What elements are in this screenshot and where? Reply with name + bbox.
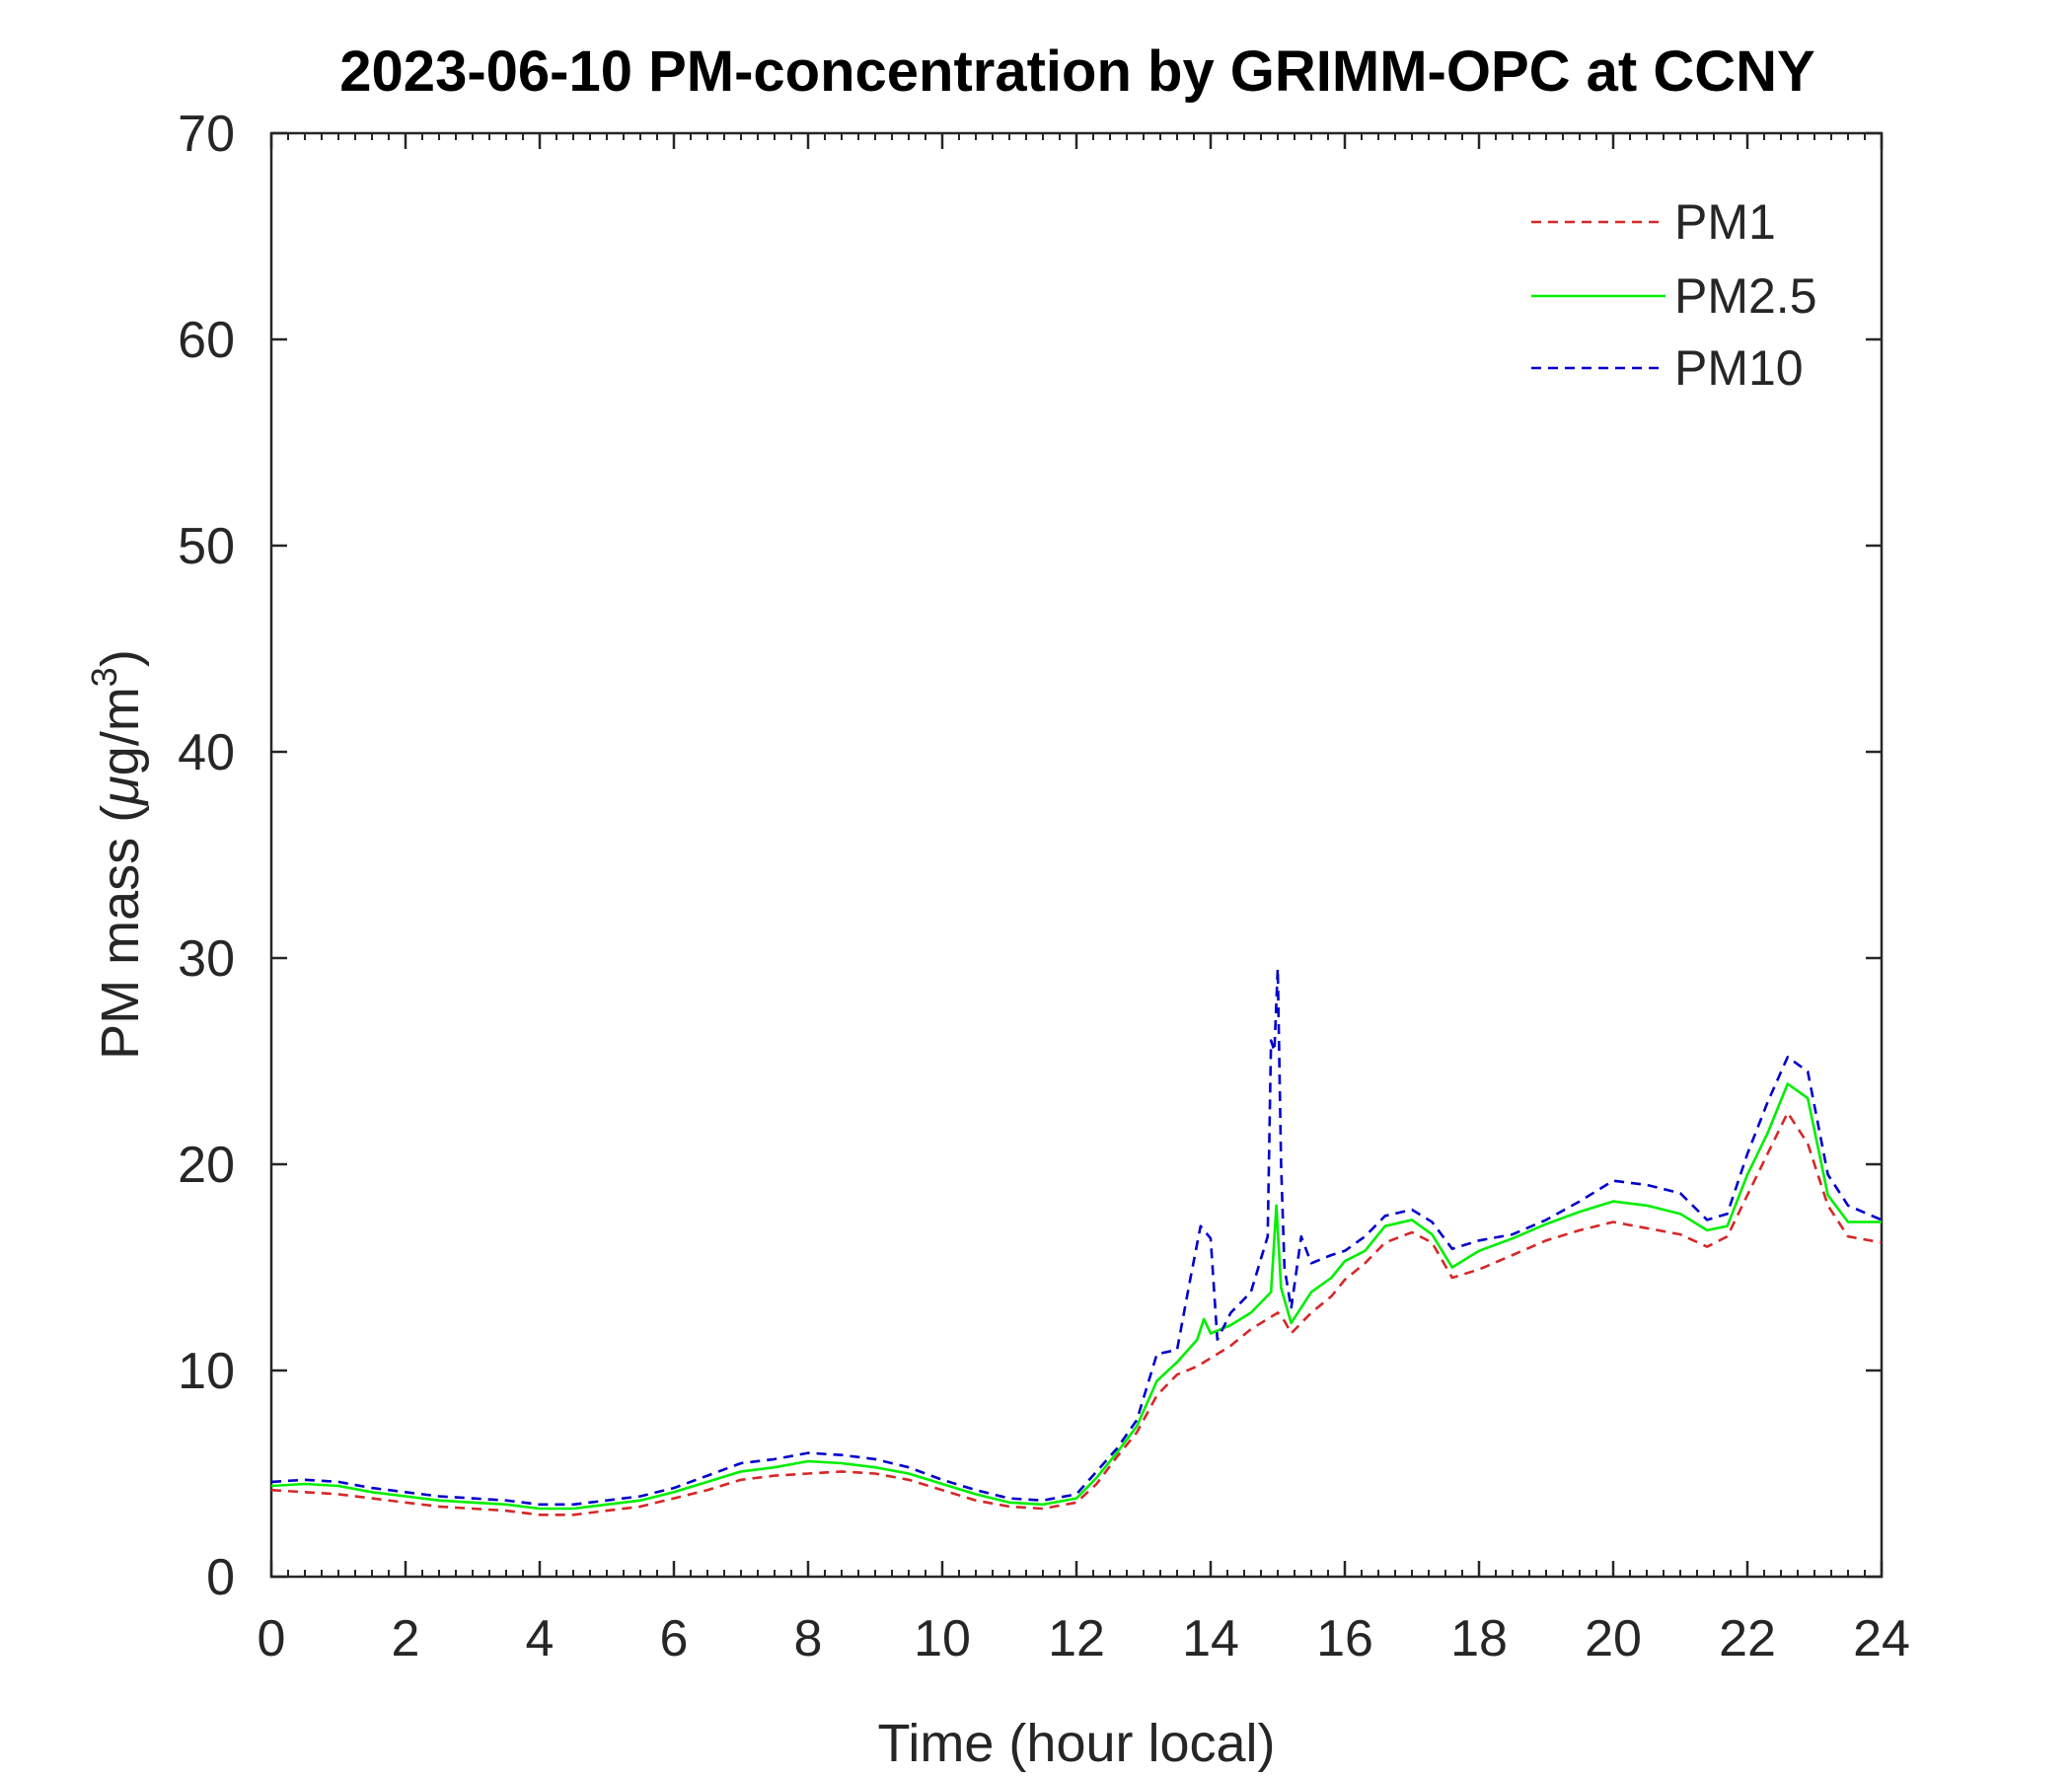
x-tick-label: 6 <box>660 1610 689 1667</box>
chart-title: 2023-06-10 PM-concentration by GRIMM-OPC… <box>339 39 1814 104</box>
y-axis-label-unit: g/m <box>91 687 150 776</box>
x-tick-label: 14 <box>1182 1610 1239 1667</box>
legend-label: PM2.5 <box>1674 268 1817 324</box>
x-tick-label: 24 <box>1853 1610 1910 1667</box>
y-tick-label: 30 <box>178 930 235 988</box>
series-line-pm2-5 <box>270 1082 1882 1511</box>
y-tick-label: 20 <box>178 1137 235 1194</box>
series-line-pm10 <box>270 967 1883 1507</box>
x-tick-label: 8 <box>794 1610 823 1667</box>
x-tick-label: 12 <box>1048 1610 1105 1667</box>
legend-label: PM10 <box>1674 340 1804 396</box>
y-tick-label: 70 <box>178 106 235 163</box>
y-axis-label: PM mass (μg/m3) <box>84 649 150 1060</box>
series-lines <box>270 967 1883 1517</box>
y-axis-label-mu: μ <box>91 776 150 807</box>
x-tick-label: 0 <box>258 1610 286 1667</box>
y-tick-label: 10 <box>178 1343 235 1400</box>
y-tick-label: 50 <box>178 518 235 575</box>
x-tick-label: 4 <box>526 1610 555 1667</box>
legend: PM1 PM2.5 PM10 <box>1531 194 1817 396</box>
y-axis-label-sup: 3 <box>84 667 124 687</box>
y-tick-labels: 0 10 20 30 40 50 60 70 <box>178 106 235 1606</box>
y-tick-label: 40 <box>178 724 235 781</box>
y-axis-label-main: PM mass ( <box>91 805 150 1060</box>
x-tick-label: 20 <box>1585 1610 1642 1667</box>
y-tick-label: 60 <box>178 312 235 369</box>
x-axis-label: Time (hour local) <box>877 1714 1275 1773</box>
x-tick-label: 10 <box>914 1610 971 1667</box>
x-tick-label: 18 <box>1450 1610 1508 1667</box>
x-tick-labels: 0 2 4 6 8 10 12 14 16 18 20 22 24 <box>258 1610 1910 1667</box>
x-tick-label: 22 <box>1719 1610 1776 1667</box>
legend-label: PM1 <box>1674 194 1776 250</box>
plot-area <box>269 131 1884 1579</box>
x-tick-label: 16 <box>1316 1610 1373 1667</box>
y-tick-label: 0 <box>206 1549 235 1606</box>
y-axis-label-close: ) <box>91 649 150 667</box>
series-line-pm1 <box>270 1111 1883 1517</box>
x-tick-label: 2 <box>392 1610 420 1667</box>
major-ticks <box>269 131 1884 1579</box>
